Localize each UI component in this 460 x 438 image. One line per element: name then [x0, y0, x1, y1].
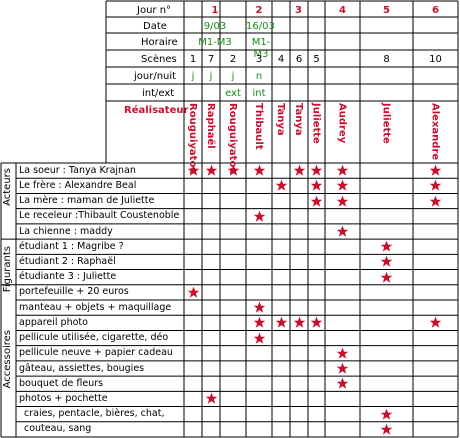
star-mark: [336, 377, 349, 389]
scene-number: 10: [429, 54, 442, 65]
date-label: Date: [143, 21, 167, 32]
row-label: pellicule neuve + papier cadeau: [19, 347, 173, 359]
star-mark: [336, 164, 349, 176]
star-mark: [227, 164, 239, 176]
row-label: Le receleur :Thibault Coustenoble: [19, 210, 180, 222]
date-value: 16/03: [246, 21, 275, 32]
star-mark: [275, 179, 287, 192]
star-mark: [293, 316, 305, 329]
scene-number: 3: [255, 54, 263, 65]
day-number: 6: [432, 5, 439, 16]
star-mark: [336, 179, 349, 192]
row-label: photos + pochette: [19, 392, 108, 404]
row-label: bouquet de fleurs: [19, 377, 104, 389]
star-mark: [253, 301, 265, 313]
star-mark: [380, 240, 393, 252]
row-label: étudiant 1 : Magribe ?: [19, 240, 124, 252]
day-number: 2: [255, 5, 263, 16]
director-name: Juliette: [310, 103, 322, 144]
star-mark: [380, 256, 393, 268]
row-label: Le frère : Alexandre Beal: [19, 179, 137, 191]
star-mark: [429, 179, 442, 192]
director-name: Rouguiyatou: [187, 103, 198, 175]
star-mark: [336, 195, 349, 207]
group-acteurs-label: Acteurs: [2, 168, 13, 206]
row-label: étudiante 3 : Juliette: [19, 271, 117, 283]
star-mark: [380, 408, 393, 420]
day-number: 1: [211, 5, 219, 16]
star-mark: [310, 195, 323, 207]
jour-nuit-value: j: [191, 71, 195, 82]
realisateur-label: Réalisateur: [124, 105, 189, 116]
row-label: gâteau, assiettes, bougies: [19, 362, 145, 374]
star-mark: [205, 393, 217, 405]
star-mark: [310, 316, 323, 329]
int-ext-label: int/ext: [142, 88, 175, 99]
star-mark: [275, 316, 287, 329]
star-mark: [336, 225, 349, 237]
horaire-value: M1-M3: [251, 37, 271, 60]
row-label: étudiant 2 : Raphaël: [19, 255, 116, 267]
day-number: 5: [383, 5, 390, 16]
jour-label: Jour n°: [137, 5, 172, 16]
horaire-value: M1-M3: [198, 37, 232, 48]
director-name: Raphaël: [205, 103, 216, 149]
star-mark: [205, 164, 217, 176]
star-mark: [187, 286, 199, 298]
star-mark: [380, 271, 393, 283]
star-mark: [336, 347, 349, 359]
jour-nuit-label: jour/nuit: [134, 71, 177, 82]
row-label: appareil photo: [19, 316, 88, 328]
director-name: Tanya: [275, 103, 286, 136]
scene-number: 5: [313, 54, 320, 65]
row-label: portefeuille + 20 euros: [19, 286, 129, 298]
star-mark: [187, 164, 199, 176]
star-mark: [310, 164, 323, 176]
group-figurants-label: Figurants: [2, 246, 13, 293]
director-name: Juliette: [380, 103, 392, 144]
director-name: Alexandre: [429, 103, 441, 161]
group-accessoires-label: Accessoires: [2, 330, 13, 389]
row-label: pellicule utilisée, cigarette, déo: [19, 332, 169, 344]
row-label: La mère : maman de Juliette: [19, 195, 155, 207]
jour-nuit-value: j: [231, 71, 235, 82]
scene-number: 4: [277, 54, 285, 65]
jour-nuit-value: j: [209, 71, 213, 82]
star-mark: [310, 179, 323, 192]
star-mark: [380, 423, 393, 435]
star-mark: [253, 316, 265, 329]
row-label: couteau, sang: [24, 423, 92, 435]
star-mark: [429, 164, 442, 176]
director-name: Audrey: [336, 103, 348, 144]
horaire-label: Horaire: [141, 37, 178, 48]
star-mark: [429, 195, 442, 207]
director-name: Tanya: [293, 103, 304, 136]
star-mark: [293, 164, 305, 176]
scene-number: 2: [229, 54, 237, 65]
star-mark: [253, 164, 265, 176]
date-value: 9/03: [203, 21, 227, 32]
scene-number: 6: [295, 54, 303, 65]
director-name: Rouguiyatou: [227, 103, 238, 175]
star-mark: [336, 362, 349, 374]
star-mark: [429, 316, 442, 329]
row-label: La chienne : maddy: [19, 225, 113, 237]
int-ext-value: ext: [225, 88, 241, 99]
day-number: 3: [295, 5, 302, 16]
row-label: manteau + objets + maquillage: [19, 301, 172, 313]
jour-nuit-value: n: [255, 71, 263, 82]
row-label: craies, pentacle, bières, chat,: [24, 408, 165, 420]
star-mark: [253, 332, 265, 344]
scene-number: 8: [383, 54, 390, 65]
scene-number: 7: [207, 54, 215, 65]
director-name: Thibault: [253, 103, 264, 150]
row-label: La soeur : Tanya Krajnan: [19, 164, 136, 176]
scenes-label: Scènes: [141, 54, 177, 65]
int-ext-value: int: [252, 88, 266, 99]
day-number: 4: [339, 5, 346, 16]
scene-number: 1: [189, 54, 197, 65]
star-mark: [253, 210, 265, 222]
